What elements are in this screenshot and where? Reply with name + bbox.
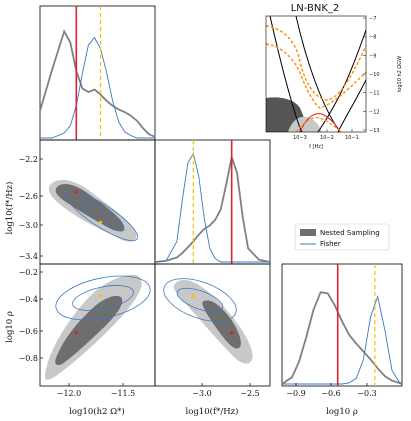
ns-contour-68-region <box>55 295 123 366</box>
inset-xlabel: f [Hz] <box>309 144 323 150</box>
fisher-contour-95 <box>163 278 237 322</box>
legend-label-fisher: Fisher <box>320 240 341 248</box>
x-tick-label: −0.9 <box>286 389 305 398</box>
nested-sampling-marginal-line <box>154 153 271 263</box>
y-tick-label: −0.4 <box>19 295 38 304</box>
y-tick-label: −0.8 <box>19 354 38 363</box>
legend-frame <box>294 223 390 251</box>
x-tick-label: −3.0 <box>192 389 211 398</box>
omega-rho-xticks: −12.0 −11.5 <box>57 383 136 398</box>
ns-contour-68-region <box>202 300 241 349</box>
inset-orange-curve-1 <box>266 25 366 101</box>
fstar-marginal-curves <box>154 140 271 264</box>
y-tick-label: −0.2 <box>19 268 38 277</box>
inset-x-tick-label: 10−3 <box>293 135 307 141</box>
inset-y-tick-label: −11 <box>369 91 380 97</box>
ns-contour-68-region <box>55 184 125 232</box>
panel-frame <box>154 139 271 265</box>
nested-sampling-marginal-line <box>281 291 403 385</box>
fisher-contour-95 <box>55 275 151 321</box>
inset-xticks: 10−3 10−2 10−1 <box>293 129 359 141</box>
nested-sampling-marginal-line <box>39 29 156 138</box>
x-tick-label: −12.0 <box>57 389 82 398</box>
inset-yticks: −7 −8 −9 −10 −11 −12 −13 <box>363 16 380 134</box>
inset-red-curve <box>299 113 341 132</box>
injected-point <box>74 331 78 335</box>
inset-y-tick-label: −9 <box>369 53 376 59</box>
y-tick-label: −3.4 <box>19 252 38 261</box>
inset-black-curve-4 <box>337 79 366 132</box>
inset-y-tick-label: −7 <box>369 16 376 22</box>
fisher-marginal-line <box>154 152 270 263</box>
fisher-contour-68 <box>176 287 224 313</box>
fisher-marginal-line <box>282 294 403 385</box>
fisher-contour-95 <box>65 190 139 242</box>
fisher-point <box>98 220 103 224</box>
legend: Nested Sampling Fisher <box>294 223 390 251</box>
fisher-contour-68 <box>79 200 125 232</box>
ns-contour-68 <box>55 184 125 232</box>
inset-y-tick-label: −10 <box>369 72 380 78</box>
panel-2d-omega-rho: −12.0 −11.5 −0.2 −0.4 −0.6 −0.8 log10(h2 Ω*)… <box>5 263 156 417</box>
inset-black-curve-3 <box>317 29 366 132</box>
rho-ylabel: log10 ρ <box>5 311 15 343</box>
injected-point <box>74 190 78 194</box>
panel-frame <box>154 263 271 387</box>
fisher-marginal-line <box>40 36 155 139</box>
rho-xticks: −0.9 −0.6 −0.3 <box>286 383 377 398</box>
inset-y-tick-label: −12 <box>369 109 380 115</box>
y-tick-label: −2.2 <box>19 155 38 164</box>
x-tick-label: −2.5 <box>240 389 259 398</box>
panel-2d-omega-fstar: −2.2 −2.6 −3.0 −3.4 log10(f*/Hz) <box>4 139 156 265</box>
y-tick-label: −2.6 <box>19 192 38 201</box>
x-tick-label: −0.3 <box>357 389 376 398</box>
inset-y-tick-label: −13 <box>369 128 380 134</box>
fstar-ylabel: log10(f*/Hz) <box>4 182 15 235</box>
panel-2d-fstar-rho: −3.0 −2.5 log10(f*/Hz) <box>154 263 271 417</box>
panel-marginal-rho: −0.9 −0.6 −0.3 log10 ρ <box>281 263 403 417</box>
inset-orange-low-curve <box>295 117 343 132</box>
legend-swatch-nested <box>300 229 316 236</box>
fisher-point <box>191 294 195 298</box>
legend-label-nested: Nested Sampling <box>320 229 380 237</box>
panel-marginal-omega <box>39 5 156 141</box>
inset-black-curve-1 <box>269 16 303 132</box>
panel-frame <box>39 5 156 141</box>
inset-title: LN-BNK_2 <box>291 3 340 14</box>
omega-xlabel: log10(h2 Ω*) <box>69 406 125 417</box>
fisher-point <box>98 294 103 298</box>
fstar-rho-xticks: −3.0 −2.5 <box>192 383 260 398</box>
x-tick-label: −11.5 <box>111 389 136 398</box>
inset-curves <box>266 16 366 132</box>
omega-rho-yticks: −0.2 −0.4 −0.6 −0.8 <box>19 268 43 363</box>
omega-fstar-yticks: −2.2 −2.6 −3.0 −3.4 <box>19 155 43 261</box>
inset-spectrum: LN-BNK_2 −7 −8 −9 −10 −11 −12 −13 10−3 10−2 10−1… <box>265 3 403 150</box>
omega-marginal-curves <box>39 6 156 140</box>
fstar-xlabel: log10(f*/Hz) <box>186 406 239 417</box>
x-tick-label: −0.6 <box>321 389 340 398</box>
inset-region-light <box>288 116 322 132</box>
y-tick-label: −3.0 <box>19 221 38 230</box>
panel-frame <box>281 263 403 387</box>
fisher-contour-68 <box>72 285 134 311</box>
rho-xlabel: log10 ρ <box>326 407 358 417</box>
inset-x-tick-label: 10−2 <box>320 135 334 141</box>
inset-x-tick-label: 10−1 <box>345 135 359 141</box>
y-tick-label: −0.6 <box>19 327 38 336</box>
inset-y-tick-label: −8 <box>369 35 376 41</box>
injected-point <box>230 331 234 335</box>
inset-orange-curve-2 <box>266 43 366 109</box>
panel-marginal-fstar <box>154 139 271 265</box>
inset-ylabel: log10 h2 ΩGW <box>397 56 403 92</box>
rho-marginal-curves <box>281 264 403 386</box>
